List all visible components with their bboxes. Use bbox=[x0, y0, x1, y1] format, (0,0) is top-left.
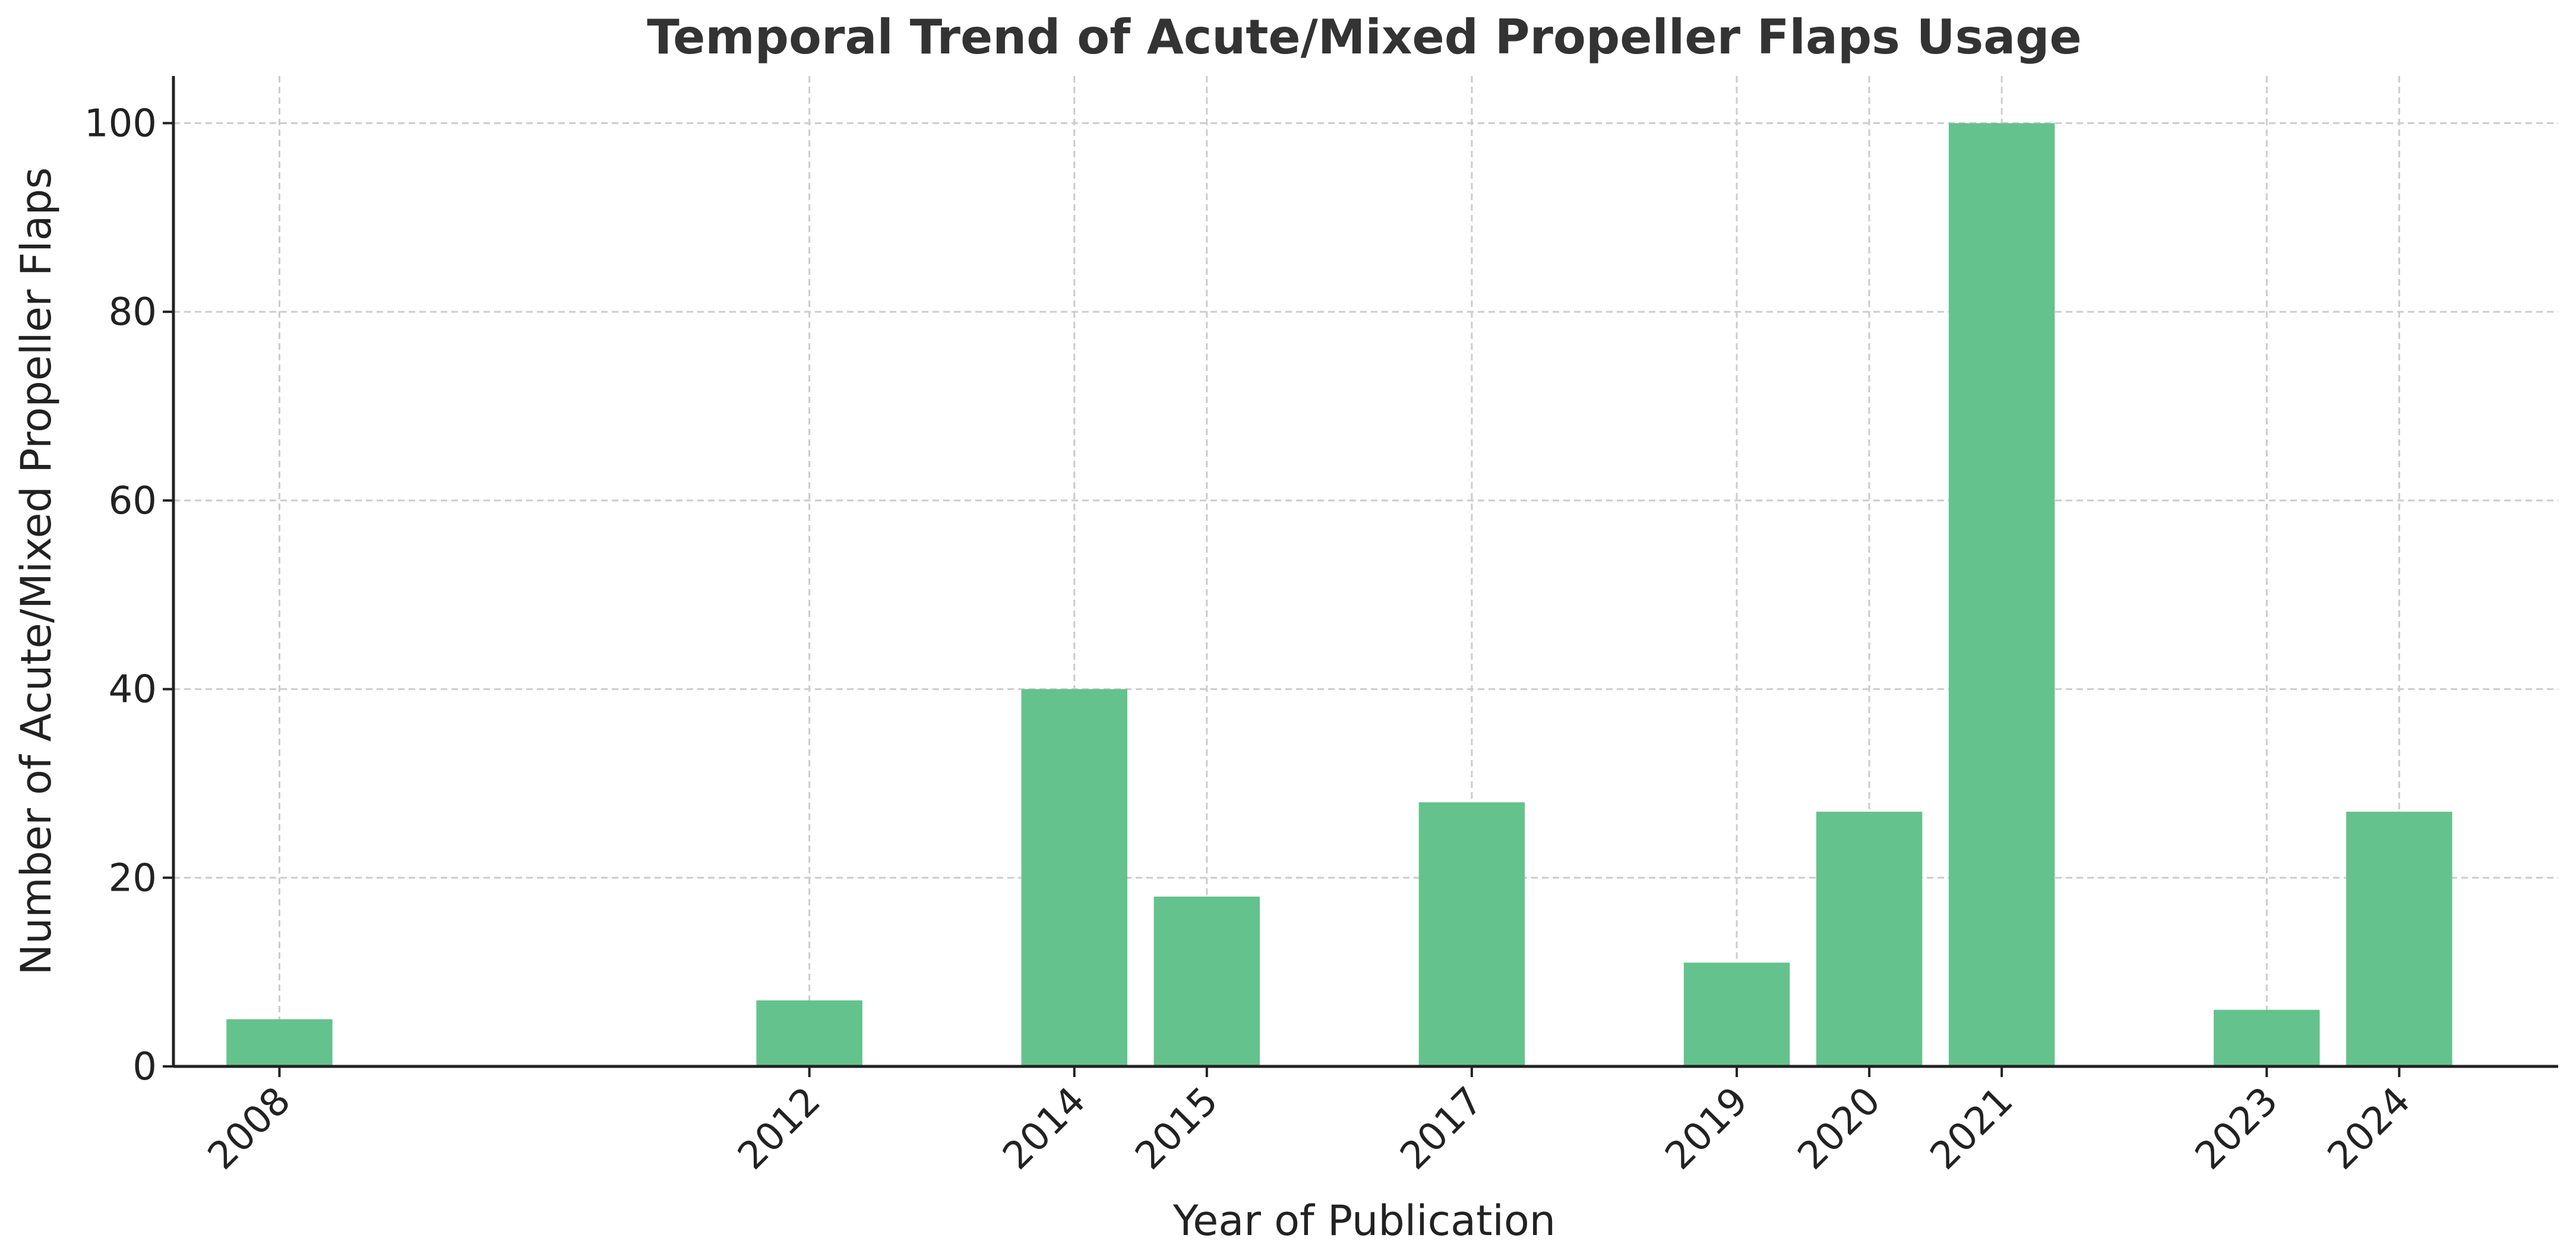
bar-2017 bbox=[1418, 802, 1525, 1066]
chart-title: Temporal Trend of Acute/Mixed Propeller … bbox=[647, 10, 2082, 65]
y-tick-label: 40 bbox=[109, 668, 157, 712]
bar-2012 bbox=[756, 1000, 862, 1066]
grid-lines bbox=[173, 76, 2558, 1066]
bar-2023 bbox=[2214, 1009, 2320, 1066]
y-tick-label: 0 bbox=[132, 1045, 157, 1089]
bar-2024 bbox=[2346, 812, 2452, 1066]
x-tick-label: 2024 bbox=[2319, 1079, 2419, 1178]
x-tick-label: 2021 bbox=[1922, 1079, 2021, 1178]
bars bbox=[226, 123, 2452, 1066]
bar-2021 bbox=[1948, 123, 2055, 1066]
bar-2008 bbox=[226, 1019, 333, 1066]
y-tick-label: 60 bbox=[109, 479, 157, 523]
x-tick-label: 2020 bbox=[1790, 1079, 1889, 1178]
x-axis-label: Year of Publication bbox=[1172, 1196, 1556, 1245]
y-tick-label: 100 bbox=[84, 102, 157, 145]
x-tick-label: 2008 bbox=[200, 1079, 299, 1178]
bar-2014 bbox=[1021, 689, 1127, 1066]
x-tick-label: 2014 bbox=[995, 1079, 1094, 1178]
x-tick-label: 2012 bbox=[729, 1079, 829, 1178]
x-tick-label: 2023 bbox=[2187, 1079, 2286, 1178]
y-tick-label: 20 bbox=[109, 856, 157, 900]
x-tick-label: 2017 bbox=[1392, 1079, 1491, 1178]
y-tick-label: 80 bbox=[109, 290, 157, 334]
bar-2015 bbox=[1153, 897, 1260, 1066]
y-axis-label: Number of Acute/Mixed Propeller Flaps bbox=[12, 167, 61, 976]
bar-2020 bbox=[1816, 812, 1923, 1066]
x-tick-label: 2019 bbox=[1657, 1079, 1756, 1178]
bar-2019 bbox=[1683, 962, 1790, 1066]
x-tick-label: 2015 bbox=[1127, 1079, 1227, 1178]
axes bbox=[163, 76, 2558, 1077]
